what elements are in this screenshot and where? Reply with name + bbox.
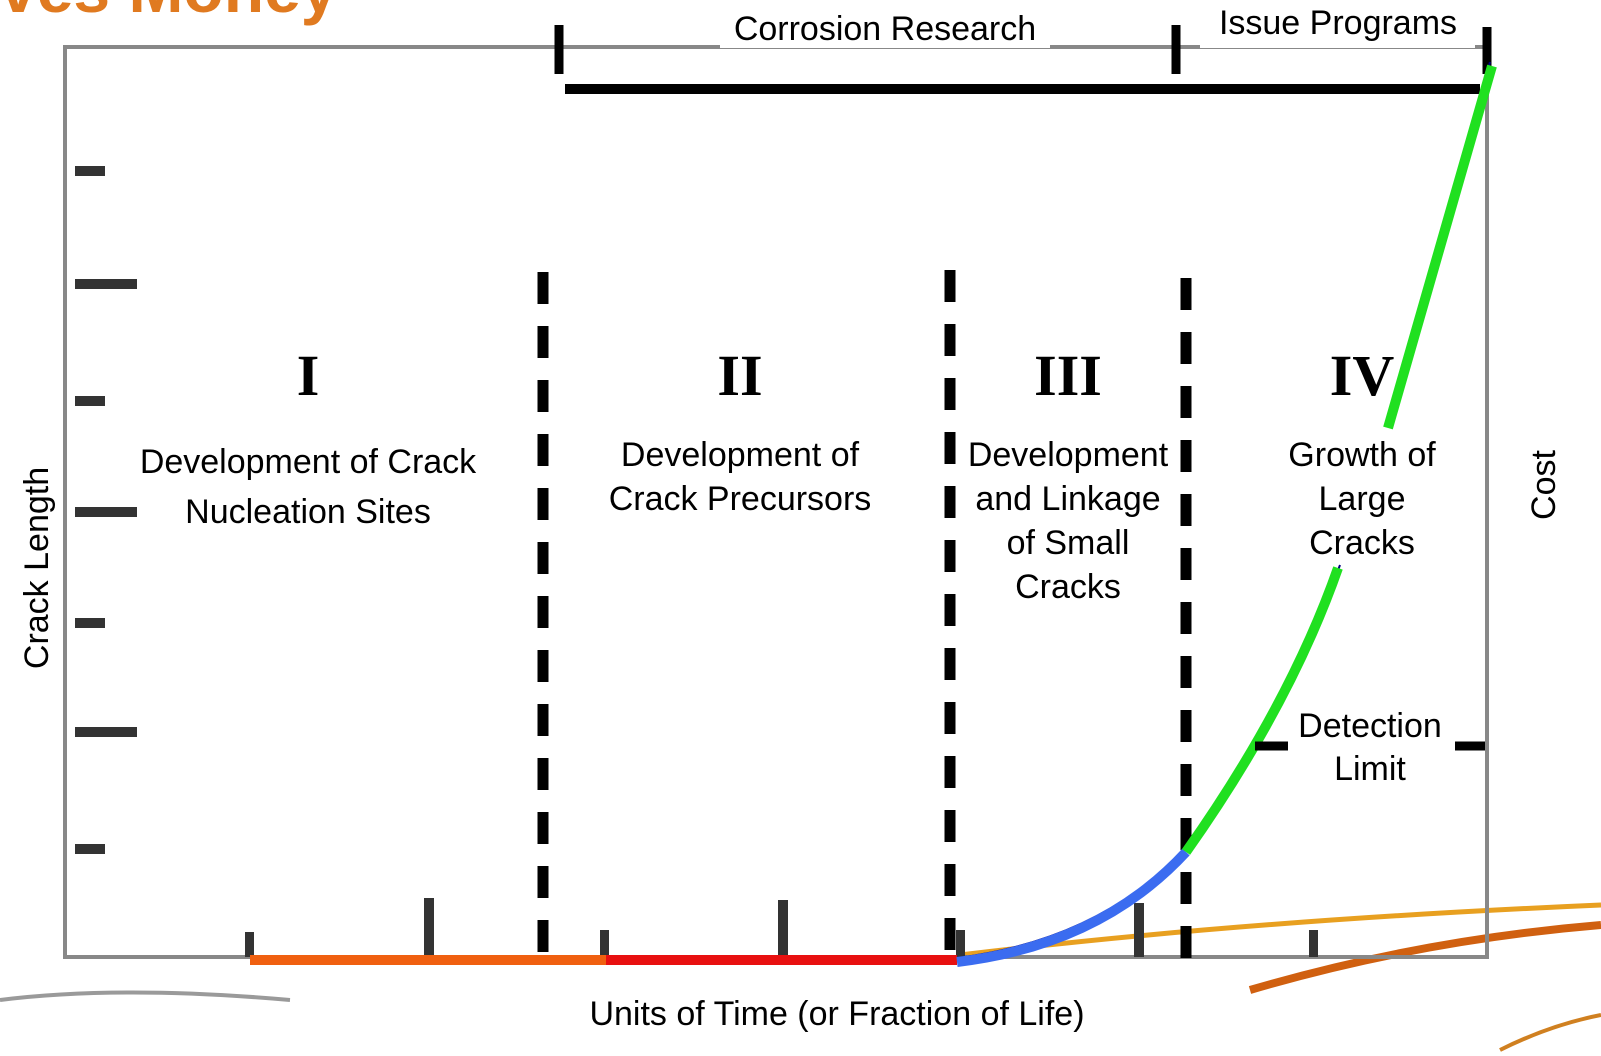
stage-description: Development bbox=[968, 436, 1169, 474]
program-label: Corrosion Research bbox=[734, 10, 1036, 48]
stage-description: Development of Crack bbox=[140, 443, 477, 481]
label-bg bbox=[720, 8, 1050, 48]
curve-stage-3 bbox=[956, 848, 1190, 967]
stage-divider bbox=[537, 270, 1192, 968]
y-axis-label: Crack Length bbox=[18, 467, 56, 669]
stage-description: Large bbox=[1319, 480, 1406, 518]
swoosh bbox=[1248, 921, 1601, 994]
stage-numeral: IV bbox=[1330, 343, 1395, 408]
stage-description: Cracks bbox=[1015, 568, 1121, 606]
stage-description: and Linkage bbox=[975, 480, 1160, 518]
detection-label: Detection Limit bbox=[1298, 707, 1442, 788]
swoosh bbox=[1499, 1013, 1601, 1052]
curve-stage-4 bbox=[1181, 64, 1497, 855]
title: ves Money bbox=[0, 0, 338, 26]
program-label: Issue Programs bbox=[1219, 4, 1457, 42]
stage-description: Crack Precursors bbox=[609, 480, 872, 518]
stage-description: Nucleation Sites bbox=[185, 493, 431, 531]
stage-numeral: I bbox=[297, 343, 320, 408]
stage-description: Development of bbox=[621, 436, 860, 474]
y2-axis-label: Cost bbox=[1525, 449, 1563, 519]
stage-description: Cracks bbox=[1309, 524, 1415, 562]
stage-numeral: III bbox=[1034, 343, 1102, 408]
x-axis-label: Units of Time (or Fraction of Life) bbox=[589, 995, 1084, 1033]
stage-description: Growth of bbox=[1288, 436, 1436, 474]
label-bg bbox=[1200, 2, 1475, 48]
stage-numeral: II bbox=[717, 343, 762, 408]
swoosh bbox=[959, 902, 1601, 958]
axis-ticks bbox=[75, 166, 1318, 957]
stage-description: of Small bbox=[1007, 524, 1130, 562]
swoosh bbox=[0, 990, 291, 1002]
